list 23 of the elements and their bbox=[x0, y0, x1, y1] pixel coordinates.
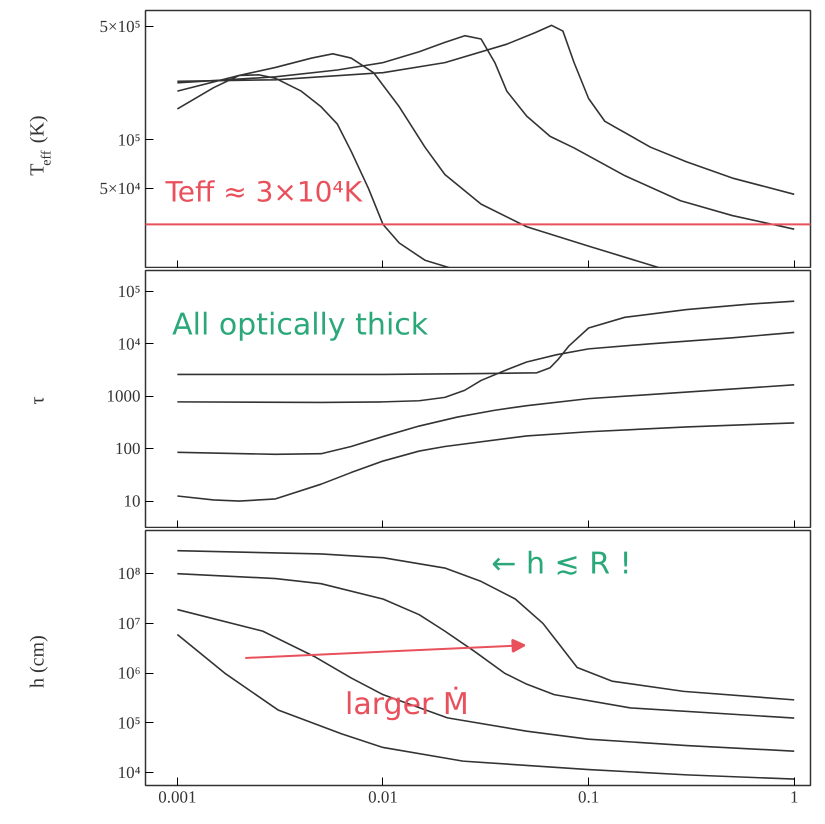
y-axis-title: τ bbox=[26, 396, 48, 404]
y-tick-label: 10⁷ bbox=[118, 614, 141, 633]
x-tick-label: 0.1 bbox=[578, 788, 600, 806]
annotation: All optically thick bbox=[172, 308, 429, 343]
x-tick-label: 0.01 bbox=[368, 788, 398, 806]
y-tick-label: 100 bbox=[115, 439, 140, 458]
ref-line-label: Teff ≈ 3×10⁴K bbox=[164, 175, 363, 208]
y-tick-label: 10⁵ bbox=[118, 713, 141, 732]
y-axis-title: h (cm) bbox=[26, 635, 48, 688]
y-tick-label: 1000 bbox=[106, 386, 140, 406]
annotation: ← h ≲ R ! bbox=[491, 546, 632, 582]
y-tick-label: 10⁶ bbox=[118, 664, 141, 683]
x-tick-label: 1 bbox=[790, 788, 798, 806]
y-tick-label: 10⁸ bbox=[118, 564, 141, 584]
y-tick-label: 10⁴ bbox=[118, 763, 141, 782]
y-axis-title: Teff (K) bbox=[26, 115, 54, 176]
x-tick-label: 0.001 bbox=[158, 788, 196, 806]
y-tick-label: 10⁵ bbox=[118, 282, 141, 301]
y-tick-label: 10⁴ bbox=[118, 334, 141, 354]
y-tick-label: 10 bbox=[124, 492, 140, 511]
y-tick-label: 5×10⁴ bbox=[99, 178, 141, 198]
y-tick-label: 5×10⁵ bbox=[99, 17, 141, 36]
y-tick-label: 10⁵ bbox=[118, 130, 141, 150]
